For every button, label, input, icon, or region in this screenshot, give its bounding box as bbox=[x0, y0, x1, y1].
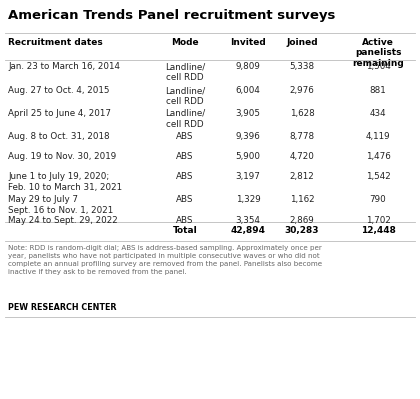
Text: ABS: ABS bbox=[176, 216, 194, 225]
Text: Landline/
cell RDD: Landline/ cell RDD bbox=[165, 86, 205, 106]
Text: April 25 to June 4, 2017: April 25 to June 4, 2017 bbox=[8, 109, 111, 118]
Text: 790: 790 bbox=[370, 195, 386, 204]
Text: June 1 to July 19, 2020;
Feb. 10 to March 31, 2021: June 1 to July 19, 2020; Feb. 10 to Marc… bbox=[8, 172, 122, 192]
Text: 3,197: 3,197 bbox=[236, 172, 260, 181]
Text: 881: 881 bbox=[370, 86, 386, 95]
Text: Aug. 8 to Oct. 31, 2018: Aug. 8 to Oct. 31, 2018 bbox=[8, 132, 110, 141]
Text: Invited: Invited bbox=[230, 38, 266, 47]
Text: ABS: ABS bbox=[176, 132, 194, 141]
Text: May 29 to July 7
Sept. 16 to Nov. 1, 2021: May 29 to July 7 Sept. 16 to Nov. 1, 202… bbox=[8, 195, 113, 215]
Text: Note: RDD is random-digit dial; ABS is address-based sampling. Approximately onc: Note: RDD is random-digit dial; ABS is a… bbox=[8, 245, 322, 275]
Text: 5,900: 5,900 bbox=[236, 152, 260, 161]
Text: 1,542: 1,542 bbox=[366, 172, 390, 181]
Text: 30,283: 30,283 bbox=[285, 226, 319, 235]
Text: PEW RESEARCH CENTER: PEW RESEARCH CENTER bbox=[8, 303, 116, 312]
Text: ABS: ABS bbox=[176, 195, 194, 204]
Text: Aug. 27 to Oct. 4, 2015: Aug. 27 to Oct. 4, 2015 bbox=[8, 86, 110, 95]
Text: 4,720: 4,720 bbox=[289, 152, 315, 161]
Text: 2,869: 2,869 bbox=[290, 216, 315, 225]
Text: May 24 to Sept. 29, 2022: May 24 to Sept. 29, 2022 bbox=[8, 216, 118, 225]
Text: 1,628: 1,628 bbox=[290, 109, 315, 118]
Text: 1,702: 1,702 bbox=[365, 216, 391, 225]
Text: Recruitment dates: Recruitment dates bbox=[8, 38, 103, 47]
Text: 2,976: 2,976 bbox=[290, 86, 315, 95]
Text: Aug. 19 to Nov. 30, 2019: Aug. 19 to Nov. 30, 2019 bbox=[8, 152, 116, 161]
Text: 8,778: 8,778 bbox=[289, 132, 315, 141]
Text: 4,119: 4,119 bbox=[366, 132, 390, 141]
Text: 1,162: 1,162 bbox=[290, 195, 314, 204]
Text: 12,448: 12,448 bbox=[360, 226, 396, 235]
Text: 1,329: 1,329 bbox=[236, 195, 260, 204]
Text: Total: Total bbox=[173, 226, 197, 235]
Text: 434: 434 bbox=[370, 109, 386, 118]
Text: Jan. 23 to March 16, 2014: Jan. 23 to March 16, 2014 bbox=[8, 62, 120, 71]
Text: 2,812: 2,812 bbox=[290, 172, 315, 181]
Text: ABS: ABS bbox=[176, 152, 194, 161]
Text: 1,476: 1,476 bbox=[366, 152, 390, 161]
Text: Joined: Joined bbox=[286, 38, 318, 47]
Text: 3,905: 3,905 bbox=[236, 109, 260, 118]
Text: Landline/
cell RDD: Landline/ cell RDD bbox=[165, 62, 205, 82]
Text: 5,338: 5,338 bbox=[289, 62, 315, 71]
Text: 9,396: 9,396 bbox=[236, 132, 260, 141]
Text: American Trends Panel recruitment surveys: American Trends Panel recruitment survey… bbox=[8, 9, 336, 22]
Text: Mode: Mode bbox=[171, 38, 199, 47]
Text: 3,354: 3,354 bbox=[236, 216, 260, 225]
Text: 6,004: 6,004 bbox=[236, 86, 260, 95]
Text: ABS: ABS bbox=[176, 172, 194, 181]
Text: 1,504: 1,504 bbox=[365, 62, 391, 71]
Text: Landline/
cell RDD: Landline/ cell RDD bbox=[165, 109, 205, 129]
Text: Active
panelists
remaining: Active panelists remaining bbox=[352, 38, 404, 68]
Text: 42,894: 42,894 bbox=[231, 226, 265, 235]
Text: 9,809: 9,809 bbox=[236, 62, 260, 71]
